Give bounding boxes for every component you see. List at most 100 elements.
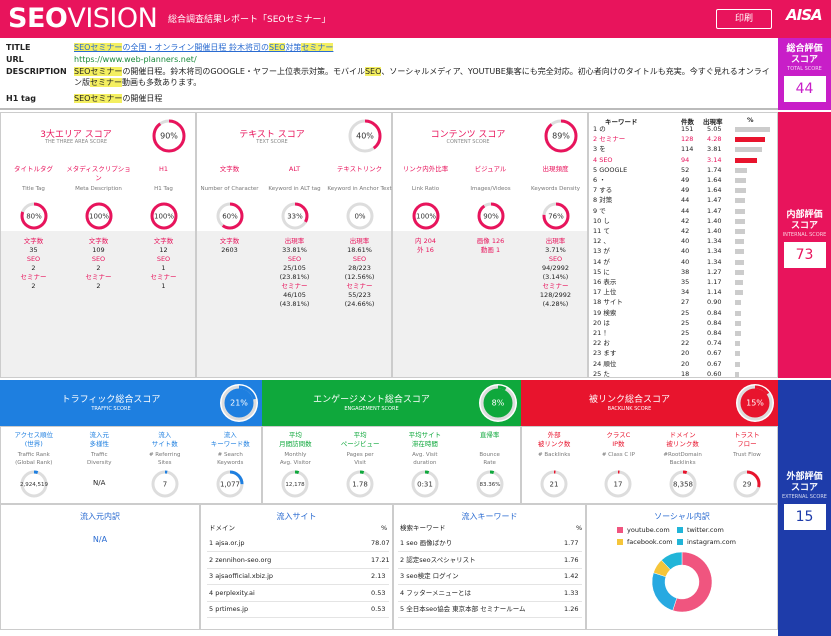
header-bar: SEOVISION 総合調査結果レポート「SEOセミナー」 印刷 AISA bbox=[0, 0, 831, 38]
keyword-bar bbox=[735, 371, 740, 377]
area-score-ring: 40% bbox=[347, 118, 383, 154]
metric-title: トラスト フロー bbox=[733, 431, 760, 448]
metric-title: 流入元 多様性 bbox=[89, 431, 110, 448]
metric-stats: 出現率 18.61% SEO 28/223 (12.56%) セミナー 55/223 (24.… bbox=[327, 237, 392, 309]
stat-line: 外 16 bbox=[417, 246, 434, 254]
keyword-bar bbox=[735, 137, 765, 143]
row-divider bbox=[207, 551, 389, 552]
keyword-rate: 1.47 bbox=[707, 206, 722, 215]
keyword-bar bbox=[735, 300, 742, 306]
keyword-term: 14 が bbox=[593, 257, 610, 266]
metric-stats: 文字数 109 SEO 2 セミナー 2 bbox=[66, 237, 131, 291]
stat-line: (43.81%) bbox=[279, 300, 310, 308]
keyword-row: 12 、 40 1.34 bbox=[589, 237, 779, 246]
keyword-bar bbox=[735, 188, 747, 194]
metric-ring: 17 bbox=[603, 469, 633, 499]
stat-line: 109 bbox=[92, 246, 105, 254]
svg-text:29: 29 bbox=[742, 480, 751, 488]
metric-stats: 出現率 3.71% SEO 94/2992 (3.14%) セミナー 128/2992 (4.… bbox=[523, 237, 588, 309]
keyword-bar bbox=[735, 351, 740, 357]
metric-stats: 文字数 35 SEO 2 セミナー 2 bbox=[1, 237, 66, 291]
metric-ring: 0:31 bbox=[410, 469, 440, 499]
keyword-row: 14 が 40 1.34 bbox=[589, 258, 779, 267]
total-score-value: 44 bbox=[783, 76, 826, 102]
keyword-term: 25 た bbox=[593, 369, 610, 378]
keyword-count: 18 bbox=[681, 369, 690, 378]
keyword-count: 49 bbox=[681, 186, 690, 195]
svg-text:100%: 100% bbox=[154, 212, 174, 220]
metric-subtitle: Pages per Visit bbox=[346, 452, 374, 466]
legend-label: instagram.com bbox=[687, 538, 736, 546]
stat-line: 1 bbox=[161, 282, 166, 290]
svg-text:100%: 100% bbox=[89, 212, 109, 220]
stat-line: SEO bbox=[156, 255, 171, 263]
keyword-count: 42 bbox=[681, 216, 690, 225]
keyword-rate: 1.34 bbox=[707, 247, 722, 256]
keyword-term: 11 て bbox=[593, 227, 610, 235]
keyword-term: 4 SEO bbox=[593, 155, 613, 164]
keyword-rate: 1.47 bbox=[707, 196, 722, 205]
metric-subtitle: Traffic Diversity bbox=[87, 452, 112, 466]
keyword-bar bbox=[735, 218, 745, 224]
total-score-sub: TOTAL SCORE bbox=[787, 66, 822, 72]
internal-score-title-2: スコア bbox=[790, 221, 818, 231]
band-title: トラフィック総合スコア bbox=[61, 395, 161, 405]
metric-ring: 83.36% bbox=[475, 469, 505, 499]
url-value[interactable]: https://www.web-planners.net/ bbox=[74, 55, 197, 64]
band-header: 被リンク総合スコア BACKLINK SCORE 15% bbox=[521, 380, 778, 426]
keyword-count: 25 bbox=[681, 329, 690, 337]
svg-text:40%: 40% bbox=[356, 132, 374, 141]
keyword-count: 38 bbox=[681, 267, 690, 276]
metric-title: 出現頻度 bbox=[542, 165, 569, 173]
area-stats-bg bbox=[1, 231, 195, 377]
area-subtitle: THE THREE AREA SCORE bbox=[44, 139, 108, 145]
keyword-count: 35 bbox=[681, 278, 690, 286]
keyword-rate: 1.34 bbox=[707, 237, 722, 246]
keyword-count: 40 bbox=[681, 237, 690, 246]
inflow-keywords-panel: 流入キーワード 検索キーワード% 1 seo 画像ばかり 1.77 2 認定seoス… bbox=[393, 504, 586, 630]
area-score-ring: 90% bbox=[151, 118, 187, 154]
keyword-count: 128 bbox=[681, 135, 694, 144]
metric-value: N/A bbox=[93, 479, 106, 487]
band-body: アクセス順位 (世界) Traffic Rank (Global Rank) 2,924… bbox=[0, 426, 262, 504]
area-panel: 3大エリア スコア THE THREE AREA SCORE 90% タイトルタグ Ti… bbox=[0, 112, 196, 378]
area-panel: コンテンツ スコア CONTENT SCORE 89% リンク内外比率 Link Rat… bbox=[392, 112, 588, 378]
keyword-row: 5 GOOGLE 52 1.74 bbox=[589, 166, 779, 175]
keyword-term: 20 は bbox=[593, 318, 610, 327]
keyword-row: 9 で 44 1.47 bbox=[589, 207, 779, 216]
svg-text:8,358: 8,358 bbox=[673, 480, 693, 488]
metric-title: 平均 月間訪問数 bbox=[279, 431, 312, 448]
keyword-bar bbox=[735, 239, 745, 245]
external-score-value: 15 bbox=[783, 504, 826, 530]
seovision-logo[interactable]: SEOVISION bbox=[8, 3, 158, 34]
metric-ring: 2,924,519 bbox=[19, 469, 49, 499]
stat-line: 46/105 bbox=[283, 291, 306, 299]
metric-title: メタディスクリプション bbox=[66, 165, 131, 182]
inflow-sites-panel: 流入サイト ドメイン% 1 ajsa.or.jp 78.07 2 zennihon-… bbox=[200, 504, 393, 630]
keyword-rate: 3.81 bbox=[707, 145, 722, 154]
keyword-bar bbox=[735, 208, 746, 214]
metric-subtitle: Link Ratio bbox=[411, 186, 440, 192]
svg-text:17: 17 bbox=[614, 480, 623, 488]
social-breakdown-panel: ソーシャル内訳 youtube.com twitter.com facebook.c… bbox=[586, 504, 778, 630]
keyword-bar bbox=[735, 310, 741, 316]
keyword-row: 4 SEO 94 3.14 bbox=[589, 156, 779, 165]
keyword-row: 18 サイト 27 0.90 bbox=[589, 298, 779, 307]
title-value[interactable]: SEOセミナーの全国・オンライン開催日程 鈴木将司のSEO対策セミナー bbox=[74, 43, 334, 52]
row-divider bbox=[207, 617, 389, 618]
band-title: 被リンク総合スコア bbox=[588, 395, 670, 405]
keyword-term: 23 ます bbox=[593, 349, 617, 358]
inflow-breakdown-title: 流入元内訳 bbox=[80, 512, 120, 521]
metric-subtitle: H1 Tag bbox=[154, 186, 173, 192]
keyword-rate: 0.60 bbox=[707, 369, 722, 378]
social-breakdown-title: ソーシャル内訳 bbox=[654, 512, 710, 521]
row-divider bbox=[398, 617, 582, 618]
metric-title: ドメイン 被リンク数 bbox=[666, 431, 699, 448]
stat-line: SEO bbox=[91, 255, 106, 263]
metric-subtitle: Title Tag bbox=[22, 186, 45, 192]
band-score-ring: 8% bbox=[479, 384, 517, 422]
print-button[interactable]: 印刷 bbox=[716, 9, 772, 29]
stat-line: 3.71% bbox=[545, 246, 566, 254]
metric-subtitle: # Search Keywords bbox=[217, 452, 244, 466]
metric-subtitle: # Class C IP bbox=[601, 452, 635, 458]
